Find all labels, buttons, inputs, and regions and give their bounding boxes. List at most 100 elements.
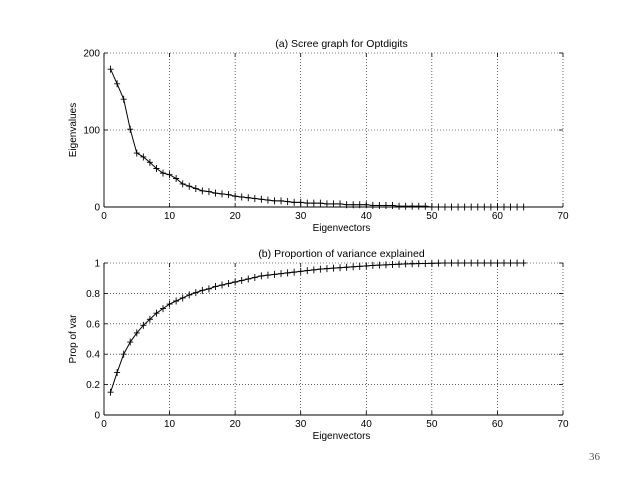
data-point-marker: [304, 267, 311, 275]
x-tick-label: 20: [230, 419, 242, 430]
data-point-marker: [435, 203, 442, 211]
data-point-marker: [507, 203, 514, 211]
data-point-marker: [219, 281, 226, 289]
data-point-marker: [363, 201, 370, 209]
data-point-marker: [396, 260, 403, 268]
chart-title: (b) Proportion of variance explained: [258, 248, 425, 260]
chart-b: 0 10 20 30 40 50 60 70 0 0.2 0.4 0.6 0.8 1 (b) Proport…: [68, 248, 569, 442]
x-tick-label: 0: [101, 211, 107, 222]
x-tick-label: 20: [230, 211, 242, 222]
data-point-marker: [133, 149, 140, 157]
y-axis-label: Eigenvalues: [68, 103, 79, 157]
data-point-marker: [173, 175, 180, 183]
data-point-marker: [415, 202, 422, 210]
data-point-marker: [500, 203, 507, 211]
data-point-marker: [232, 192, 239, 200]
data-point-marker: [428, 203, 435, 211]
y-tick-label: 200: [83, 49, 100, 60]
data-point-marker: [422, 259, 429, 267]
data-point-marker: [441, 203, 448, 211]
data-point-marker: [363, 262, 370, 270]
data-point-marker: [127, 125, 134, 133]
y-tick-label: 0.8: [86, 289, 100, 300]
data-point-marker: [258, 272, 265, 280]
data-point-marker: [297, 267, 304, 275]
data-point-marker: [461, 203, 468, 211]
data-point-marker: [330, 200, 337, 208]
data-point-marker: [212, 189, 219, 197]
data-point-marker: [317, 265, 324, 273]
data-point-marker: [232, 278, 239, 286]
data-point-marker: [120, 95, 127, 103]
data-point-marker: [382, 261, 389, 269]
x-tick-label: 40: [361, 419, 373, 430]
data-point-marker: [192, 289, 199, 297]
data-point-marker: [304, 199, 311, 207]
data-point-marker: [369, 261, 376, 269]
data-point-marker: [205, 188, 212, 196]
data-point-marker: [441, 259, 448, 267]
data-point-marker: [474, 259, 481, 267]
data-point-marker: [422, 202, 429, 210]
data-point-marker: [461, 259, 468, 267]
data-point-marker: [520, 203, 527, 211]
data-point-marker: [107, 388, 114, 396]
data-point-marker: [199, 187, 206, 195]
data-point-marker: [337, 264, 344, 272]
data-point-marker: [186, 182, 193, 190]
data-point-marker: [468, 203, 475, 211]
data-point-marker: [264, 196, 271, 204]
page-number: 36: [589, 451, 600, 463]
data-point-marker: [133, 329, 140, 337]
data-point-marker: [481, 259, 488, 267]
data-point-marker: [343, 201, 350, 209]
data-point-marker: [382, 201, 389, 209]
data-point-marker: [160, 305, 167, 313]
data-point-marker: [297, 198, 304, 206]
data-point-marker: [474, 203, 481, 211]
series-line: [110, 68, 524, 208]
y-tick-label: 0: [94, 411, 100, 422]
data-point-marker: [120, 350, 127, 358]
data-point-marker: [212, 283, 219, 291]
data-point-marker: [278, 270, 285, 278]
data-point-marker: [264, 271, 271, 279]
data-point-marker: [310, 266, 317, 274]
y-tick-label: 100: [83, 126, 100, 137]
y-tick-label: 0: [94, 203, 100, 214]
y-axis-label: Prop of var: [68, 314, 79, 364]
data-point-marker: [107, 65, 114, 73]
data-point-marker: [500, 259, 507, 267]
data-point-marker: [146, 315, 153, 323]
data-point-marker: [140, 321, 147, 329]
x-tick-label: 70: [557, 211, 569, 222]
series-line: [110, 262, 524, 393]
data-point-marker: [323, 265, 330, 273]
data-point-marker: [192, 185, 199, 193]
x-tick-label: 40: [361, 211, 373, 222]
data-point-marker: [205, 285, 212, 293]
data-point-marker: [251, 273, 258, 281]
y-tick-label: 0.2: [86, 380, 100, 391]
data-point-marker: [140, 153, 147, 161]
data-point-marker: [284, 198, 291, 206]
y-tick-label: 1: [94, 259, 100, 270]
data-point-marker: [514, 259, 521, 267]
x-tick-label: 70: [557, 419, 569, 430]
data-point-marker: [455, 203, 462, 211]
data-point-marker: [225, 280, 232, 288]
data-point-marker: [455, 259, 462, 267]
data-point-marker: [199, 286, 206, 294]
data-point-marker: [402, 202, 409, 210]
data-point-marker: [487, 259, 494, 267]
data-point-marker: [284, 269, 291, 277]
data-point-marker: [146, 158, 153, 166]
data-point-marker: [166, 171, 173, 179]
data-point-marker: [428, 259, 435, 267]
data-point-marker: [238, 276, 245, 284]
y-tick-label: 0.4: [86, 350, 100, 361]
data-point-marker: [291, 268, 298, 276]
data-point-marker: [238, 193, 245, 201]
